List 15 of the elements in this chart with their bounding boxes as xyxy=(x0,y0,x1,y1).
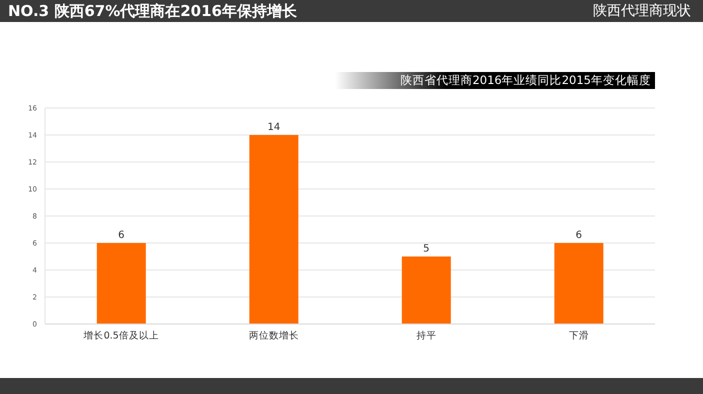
bar xyxy=(554,243,604,324)
bar xyxy=(249,135,298,324)
bar xyxy=(96,243,146,324)
bar xyxy=(402,256,451,324)
data-label: 6 xyxy=(576,230,582,241)
chart-title: NO.3 陕西67%代理商在2016年保持增长 xyxy=(8,1,297,21)
text: 陕西代理商现状 xyxy=(593,2,691,20)
x-tick-label: 持平 xyxy=(416,330,436,342)
data-label: 5 xyxy=(423,244,430,254)
x-tick-label: 两位数增长 xyxy=(248,330,299,342)
data-label: 6 xyxy=(118,230,125,241)
x-tick-label: 下滑 xyxy=(568,330,589,342)
chart-subtitle: 陕西省代理商2016年业绩同比2015年变化幅度 xyxy=(335,72,655,89)
x-tick-label: 增长0.5倍及以上 xyxy=(82,330,159,342)
data-label: 14 xyxy=(267,122,280,133)
